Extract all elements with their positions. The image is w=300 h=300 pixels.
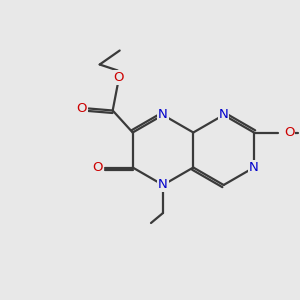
Text: O: O [113,71,124,84]
Text: N: N [219,109,229,122]
Text: N: N [249,161,259,174]
Text: N: N [158,178,168,191]
Text: O: O [92,161,103,174]
Text: O: O [76,102,87,115]
Text: O: O [284,126,294,139]
Text: N: N [158,109,168,122]
